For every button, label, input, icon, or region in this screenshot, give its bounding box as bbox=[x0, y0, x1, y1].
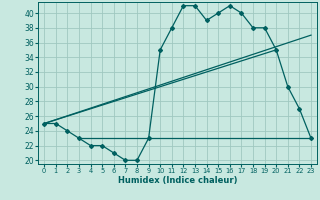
X-axis label: Humidex (Indice chaleur): Humidex (Indice chaleur) bbox=[118, 176, 237, 185]
